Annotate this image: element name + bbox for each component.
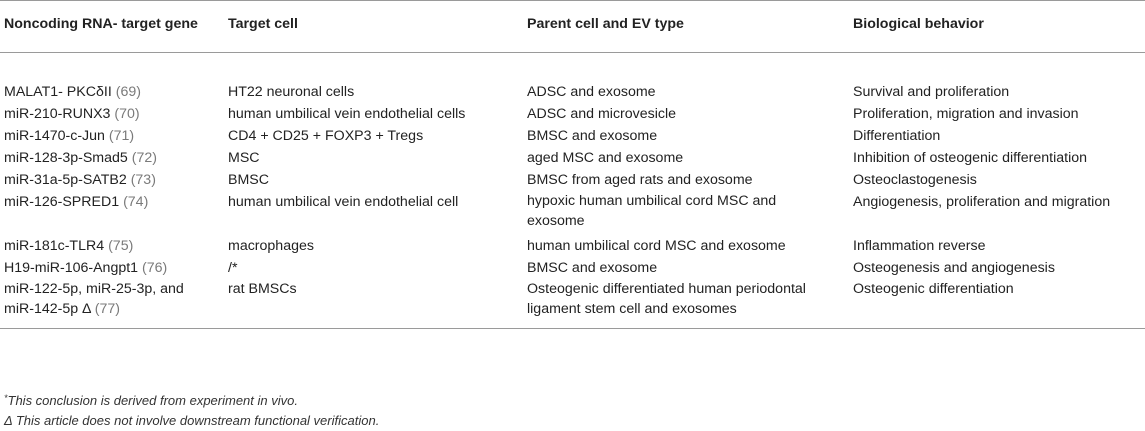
gene-cell: miR-128-3p-Smad5 (72) [0,147,228,169]
target-cell: HT22 neuronal cells [228,84,355,100]
table-row: H19-miR-106-Angpt1 (76) /* BMSC and exos… [0,257,1145,279]
table-row: miR-122-5p, miR-25-3p, and miR-142-5p Δ … [0,279,1145,329]
table-row: miR-126-SPRED1 (74) human umbilical vein… [0,191,1145,231]
parent-cell: BMSC from aged rats and exosome [527,172,753,188]
behavior-cell: Survival and proliferation [853,84,1010,100]
target-cell: human umbilical vein endothelial cells [228,106,466,122]
gene-cell: miR-31a-5p-SATB2 (73) [0,169,228,191]
gene-name: miR-1470-c-Jun [4,128,105,144]
gene-name: miR-31a-5p-SATB2 [4,172,127,188]
behavior-cell: Osteogenesis and angiogenesis [853,260,1055,276]
footnote-verification: Δ This article does not involve downstre… [4,413,380,428]
parent-cell: aged MSC and exosome [527,150,684,166]
parent-cell: hypoxic human umbilical cord MSC and exo… [527,193,777,229]
parent-cell: BMSC and exosome [527,128,658,144]
table-row: miR-1470-c-Jun (71) CD4 + CD25 + FOXP3 +… [0,125,1145,147]
behavior-cell: Osteoclastogenesis [853,172,977,188]
gene-name: miR-181c-TLR4 [4,238,105,254]
target-cell: /* [228,260,238,276]
behavior-cell: Angiogenesis, proliferation and migratio… [853,194,1111,210]
target-cell: CD4 + CD25 + FOXP3 + Tregs [228,128,424,144]
reference-link[interactable]: (71) [108,128,135,144]
target-cell: human umbilical vein endothelial cell [228,194,459,210]
table-row: miR-31a-5p-SATB2 (73) BMSC BMSC from age… [0,169,1145,191]
reference-link[interactable]: (72) [131,150,157,166]
header-behavior: Biological behavior [853,0,1145,53]
target-cell: BMSC [228,172,269,188]
behavior-cell: Proliferation, migration and invasion [853,106,1079,122]
behavior-cell: Inhibition of osteogenic differentiation [853,150,1087,166]
footnote-text: This conclusion is derived from experime… [7,393,298,408]
target-cell: rat BMSCs [228,279,527,329]
table-row: MALAT1- PKCδII (69) HT22 neuronal cells … [0,53,1145,104]
gene-cell: miR-1470-c-Jun (71) [0,125,228,147]
behavior-cell: Differentiation [853,128,941,144]
reference-link[interactable]: (76) [142,260,168,276]
reference-link[interactable]: (70) [114,106,140,122]
parent-cell: ADSC and microvesicle [527,106,677,122]
target-cell: MSC [228,150,260,166]
parent-cell: Osteogenic differentiated human periodon… [527,279,853,329]
table-row: miR-210-RUNX3 (70) human umbilical vein … [0,103,1145,125]
reference-link[interactable]: (73) [130,172,156,188]
parent-cell: human umbilical cord MSC and exosome [527,238,786,254]
gene-name: MALAT1- PKCδII [4,84,112,100]
gene-cell: miR-210-RUNX3 (70) [0,103,228,125]
gene-cell: miR-181c-TLR4 (75) [0,231,228,257]
header-parent-cell: Parent cell and EV type [527,0,853,53]
target-cell: macrophages [228,238,314,254]
gene-name: miR-210-RUNX3 [4,106,111,122]
header-gene: Noncoding RNA- target gene [0,0,228,53]
gene-cell: miR-122-5p, miR-25-3p, and miR-142-5p Δ … [0,279,228,329]
gene-name: miR-128-3p-Smad5 [4,150,128,166]
behavior-cell: Inflammation reverse [853,238,986,254]
gene-name: miR-122-5p, miR-25-3p, and miR-142-5p Δ [4,281,184,317]
footnote-in-vivo: *This conclusion is derived from experim… [4,393,298,408]
reference-link[interactable]: (75) [108,238,134,254]
gene-cell: MALAT1- PKCδII (69) [0,53,228,104]
reference-link[interactable]: (74) [123,194,149,210]
footnote-mark: * [4,393,8,403]
table-row: miR-181c-TLR4 (75) macrophages human umb… [0,231,1145,257]
table-row: miR-128-3p-Smad5 (72) MSC aged MSC and e… [0,147,1145,169]
parent-cell: BMSC and exosome [527,260,658,276]
table-header-row: Noncoding RNA- target gene Target cell P… [0,0,1145,53]
behavior-cell: Osteogenic differentiation [853,279,1145,329]
gene-name: miR-126-SPRED1 [4,194,120,210]
gene-name: H19-miR-106-Angpt1 [4,260,139,276]
gene-cell: miR-126-SPRED1 (74) [0,191,228,231]
reference-link[interactable]: (77) [94,301,120,317]
gene-cell: H19-miR-106-Angpt1 (76) [0,257,228,279]
header-target-cell: Target cell [228,0,527,53]
reference-link[interactable]: (69) [115,84,141,100]
data-table: Noncoding RNA- target gene Target cell P… [0,0,1145,329]
parent-cell: ADSC and exosome [527,84,656,100]
